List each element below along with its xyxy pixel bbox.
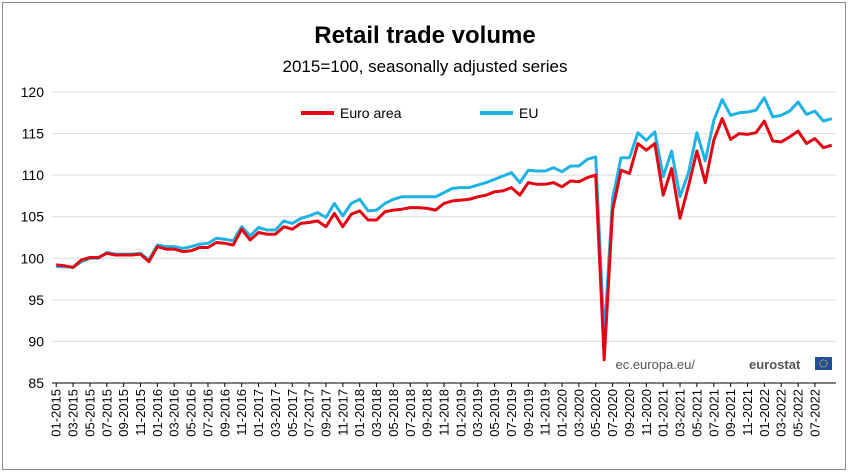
x-tick-label: 11-2018 (437, 389, 452, 436)
y-tick-label: 95 (28, 292, 44, 308)
x-tick-label: 05-2018 (386, 389, 401, 437)
x-tick-label: 09-2018 (420, 389, 435, 437)
x-tick-label: 09-2020 (622, 389, 637, 437)
x-tick-label: 03-2021 (673, 389, 688, 437)
series-lines (56, 96, 833, 362)
x-tick-label: 03-2018 (369, 389, 384, 437)
x-tick-label: 01-2022 (757, 389, 772, 437)
source-brand: eurostat (749, 357, 801, 372)
y-tick-label: 115 (22, 126, 45, 142)
x-tick-label: 05-2021 (689, 389, 704, 437)
x-tick-label: 05-2016 (184, 389, 199, 437)
x-tick-label: 07-2021 (706, 389, 721, 437)
x-tick-label: 01-2018 (352, 389, 367, 437)
x-tick-label: 01-2017 (251, 389, 266, 437)
x-tick-label: 01-2020 (555, 389, 570, 437)
series-line-eu (56, 96, 833, 339)
x-tick-label: 09-2016 (217, 389, 232, 437)
x-tick-label: 11-2015 (133, 389, 148, 436)
x-tick-label: 09-2017 (318, 389, 333, 437)
chart-subtitle: 2015=100, seasonally adjusted series (282, 57, 568, 76)
legend-label-eu: EU (519, 105, 538, 121)
chart-title: Retail trade volume (314, 22, 536, 49)
x-tick-label: 07-2019 (504, 389, 519, 437)
y-tick-label: 85 (28, 375, 44, 391)
x-tick-label: 07-2016 (200, 389, 215, 437)
legend: Euro area EU (301, 105, 538, 121)
legend-label-euro-area: Euro area (340, 105, 402, 121)
x-tick-label: 01-2019 (453, 389, 468, 437)
x-tick-label: 01-2021 (656, 389, 671, 437)
x-tick-label: 01-2016 (150, 389, 165, 437)
y-tick-label: 110 (22, 167, 45, 183)
x-tick-label: 03-2022 (774, 389, 789, 437)
x-tick-label: 11-2016 (234, 389, 249, 436)
y-axis: 85 90 95 100 105 110 115 120 (21, 84, 45, 391)
eu-flag-icon (815, 357, 832, 370)
x-tick-label: 03-2017 (268, 389, 283, 437)
x-tick-label: 03-2019 (470, 389, 485, 437)
y-tick-label: 105 (21, 209, 45, 225)
x-tick-label: 01-2015 (49, 389, 64, 437)
x-tick-label: 07-2022 (807, 389, 822, 437)
eu-stars-icon (819, 359, 828, 368)
x-tick-label: 05-2019 (487, 389, 502, 437)
x-tick-label: 07-2020 (605, 389, 620, 437)
x-tick-label: 09-2019 (521, 389, 536, 437)
x-tick-label: 03-2015 (66, 389, 81, 437)
x-tick-label: 03-2020 (571, 389, 586, 437)
series-line-euro-area (56, 117, 833, 362)
x-tick-label: 07-2015 (99, 389, 114, 437)
x-tick-label: 05-2022 (791, 389, 806, 437)
y-tick-label: 120 (21, 84, 45, 100)
y-tick-label: 90 (28, 333, 44, 349)
source-prefix: ec.europa.eu/ (615, 357, 695, 372)
x-tick-label: 05-2020 (588, 389, 603, 437)
x-tick-label: 03-2016 (167, 389, 182, 437)
x-tick-label: 11-2017 (335, 389, 350, 436)
x-tick-label: 07-2017 (302, 389, 317, 437)
x-tick-label: 05-2015 (82, 389, 97, 437)
y-tick-label: 100 (21, 250, 45, 266)
x-tick-label: 07-2018 (403, 389, 418, 437)
x-tick-label: 05-2017 (285, 389, 300, 437)
x-tick-label: 11-2020 (639, 389, 654, 436)
x-axis: 01-2015 03-2015 05-2015 07-2015 09-2015 11-20… (49, 383, 822, 437)
x-tick-label: 11-2019 (538, 389, 553, 436)
source-credit: ec.europa.eu/ eurostat (615, 357, 832, 372)
x-tick-label: 11-2021 (740, 389, 755, 436)
x-tick-label: 09-2015 (116, 389, 131, 437)
x-tick-label: 09-2021 (723, 389, 738, 437)
